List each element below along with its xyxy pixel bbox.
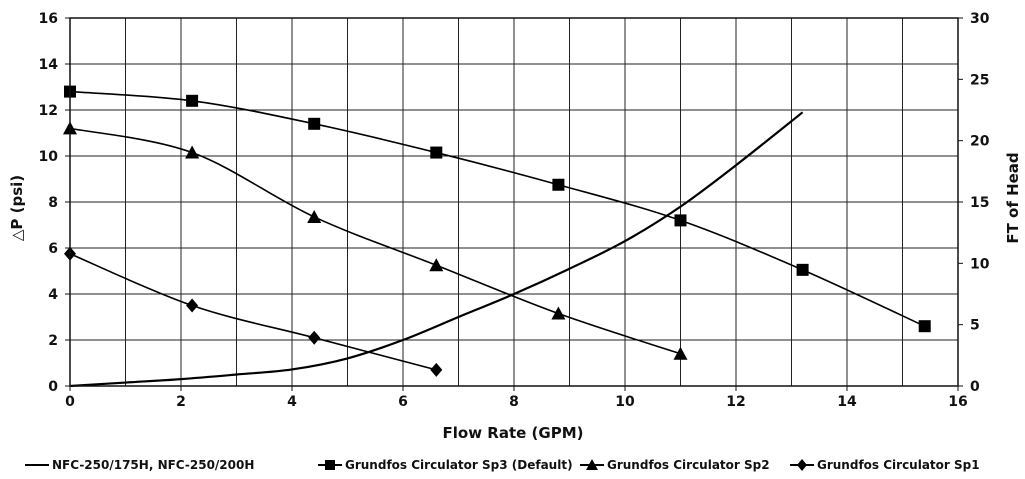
legend-marker: [797, 459, 807, 471]
y-tick-label: 4: [48, 287, 58, 303]
series-4: [64, 246, 443, 377]
legend: NFC-250/175H, NFC-250/200H Grundfos Circu…: [25, 458, 980, 472]
data-point-diamond: [308, 330, 321, 345]
y-tick-label: 12: [39, 103, 58, 119]
series-1: [69, 111, 804, 388]
y2-tick-label: 0: [970, 379, 980, 395]
data-point-square: [430, 146, 443, 159]
series-line: [69, 90, 926, 327]
x-tick-label: 14: [837, 394, 857, 410]
data-point-triangle: [185, 145, 200, 159]
y-tick-label: 16: [39, 11, 58, 27]
series-layer: [63, 85, 931, 388]
legend-marker-square: [325, 460, 335, 470]
legend-label: NFC-250/175H, NFC-250/200H: [52, 458, 254, 472]
data-point-triangle: [307, 209, 322, 223]
legend-item-1: NFC-250/175H, NFC-250/200H: [25, 458, 254, 472]
data-point-square: [552, 178, 565, 191]
x-tick-label: 8: [509, 394, 519, 410]
legend-marker: [325, 460, 335, 470]
y2-tick-label: 5: [970, 318, 980, 334]
legend-marker: [586, 459, 598, 470]
series-3: [63, 121, 688, 360]
y2-tick-label: 30: [970, 11, 990, 27]
grid: [69, 17, 959, 387]
x-tick-label: 10: [615, 394, 635, 410]
x-tick-label: 12: [726, 394, 745, 410]
y2-tick-label: 15: [970, 195, 989, 211]
y-tick-label: 10: [39, 149, 59, 165]
x-tick-label: 0: [65, 394, 75, 410]
data-point-square: [796, 263, 809, 276]
y-tick-label: 14: [39, 57, 59, 73]
data-point-diamond: [430, 362, 443, 377]
data-point-triangle: [551, 306, 566, 320]
legend-marker-triangle: [586, 459, 598, 470]
x-tick-label: 4: [287, 394, 297, 410]
legend-item-3: Grundfos Circulator Sp2: [580, 458, 770, 472]
y-tick-label: 8: [48, 195, 58, 211]
series-2: [64, 85, 931, 333]
series-line: [69, 127, 681, 355]
y2-tick-label: 25: [970, 72, 989, 88]
legend-item-4: Grundfos Circulator Sp1: [790, 458, 980, 472]
y-tick-label: 0: [48, 379, 58, 395]
legend-label: Grundfos Circulator Sp2: [607, 458, 770, 472]
legend-label: Grundfos Circulator Sp3 (Default): [345, 458, 573, 472]
y-tick-label: 6: [48, 241, 58, 257]
data-point-square: [674, 214, 687, 227]
series-line: [69, 253, 437, 371]
y2-axis-title: FT of Head: [1004, 152, 1022, 243]
y2-tick-label: 10: [970, 256, 990, 272]
data-point-triangle: [673, 346, 688, 360]
x-tick-label: 6: [398, 394, 408, 410]
data-point-diamond: [186, 298, 199, 313]
y-tick-label: 2: [48, 333, 58, 349]
y-axis-title: △P (psi): [8, 175, 26, 241]
data-point-square: [918, 320, 931, 333]
x-tick-label: 2: [176, 394, 186, 410]
x-axis-title: Flow Rate (GPM): [443, 424, 584, 442]
data-point-square: [308, 117, 321, 130]
series-line: [69, 111, 804, 388]
y2-tick-label: 20: [970, 134, 990, 150]
legend-label: Grundfos Circulator Sp1: [817, 458, 980, 472]
legend-item-2: Grundfos Circulator Sp3 (Default): [318, 458, 573, 472]
data-point-triangle: [429, 258, 444, 272]
legend-marker-diamond: [797, 459, 807, 471]
x-tick-label: 16: [948, 394, 967, 410]
data-point-square: [186, 94, 199, 107]
